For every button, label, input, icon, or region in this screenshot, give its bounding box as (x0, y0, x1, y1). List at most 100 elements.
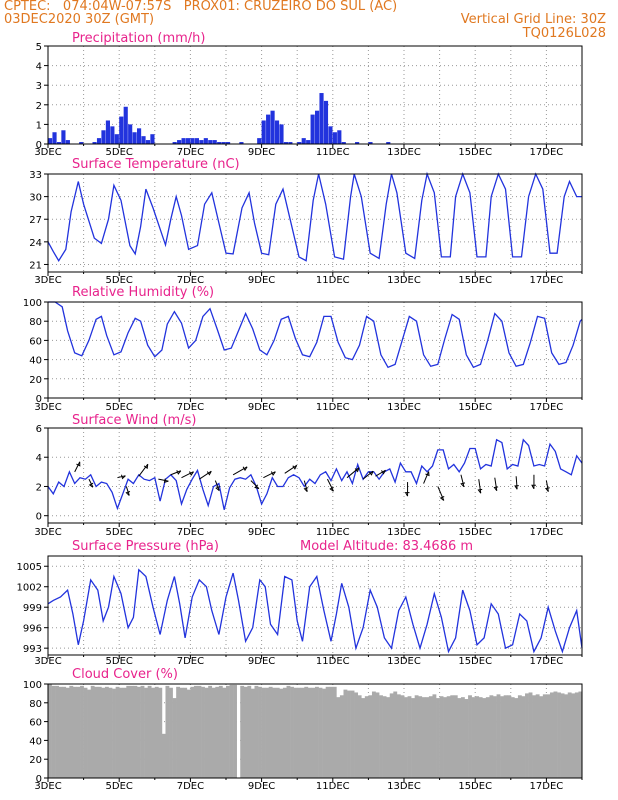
x-tick-label: 3DEC (34, 781, 61, 792)
panel-title-0: Precipitation (mm/h) (72, 31, 205, 46)
cloud-bar (315, 686, 319, 778)
wind-arrowhead (381, 469, 386, 475)
wind-arrow (170, 470, 182, 476)
header-grid-note: Vertical Grid Line: 30Z (460, 12, 606, 27)
precip-bar (310, 114, 315, 144)
cloud-bar (193, 685, 198, 778)
y-tick-label: 27 (29, 215, 42, 226)
x-tick-label: 15DEC (458, 147, 492, 158)
x-tick-label: 11DEC (316, 147, 350, 158)
cloud-bar (347, 690, 351, 778)
x-tick-label: 17DEC (530, 656, 564, 667)
cloud-bar (496, 694, 501, 778)
panel-frame (47, 173, 583, 273)
wind-arrowhead (215, 486, 220, 491)
y-tick-label: 993 (23, 644, 42, 655)
precip-bar (128, 124, 133, 144)
y-tick-label: 1 (36, 120, 42, 131)
wind-arrowhead (270, 471, 276, 476)
x-tick-label: 15DEC (458, 402, 492, 413)
precip-bar (315, 110, 320, 144)
cloud-bar (201, 686, 205, 778)
cloud-bar (322, 688, 326, 778)
cloud-bar (300, 687, 305, 778)
precip-bar (368, 142, 373, 144)
cloud-bar (514, 698, 519, 778)
cloud-bar (258, 686, 262, 778)
cloud-bar (567, 692, 572, 778)
y-tick-label: 3 (36, 81, 42, 92)
cloud-bar (304, 686, 309, 778)
precip-bar (137, 128, 142, 144)
wind-arrowhead (206, 470, 212, 476)
precip-bar (279, 124, 284, 144)
model-altitude-label: Model Altitude: 83.4686 m (300, 539, 473, 554)
wind-arrow (284, 464, 298, 474)
cloud-bar (464, 699, 469, 778)
precip-bar (221, 142, 226, 144)
x-tick-label: 11DEC (316, 656, 350, 667)
series-line (47, 438, 583, 511)
x-tick-label: 17DEC (530, 402, 564, 413)
wind-arrow (460, 474, 465, 487)
cloud-bar (272, 687, 277, 778)
cloud-bar (115, 686, 120, 778)
cloud-bar (560, 693, 565, 778)
wind-arrow (303, 480, 308, 492)
x-tick-label: 5DEC (106, 527, 133, 538)
precip-bar (123, 106, 128, 144)
panel-frame (47, 683, 583, 779)
y-tick-label: 4 (36, 62, 42, 73)
precip-bar (323, 100, 329, 144)
cloud-bar (393, 691, 398, 778)
cloud-bar (158, 687, 163, 778)
x-tick-label: 13DEC (387, 275, 421, 286)
y-tick-label: 60 (29, 336, 42, 347)
wind-arrow (214, 480, 220, 491)
wind-arrowhead (125, 491, 131, 496)
cloud-bar (190, 686, 195, 778)
cloud-bar (400, 695, 405, 778)
x-tick-label: 5DEC (106, 402, 133, 413)
y-tick-label: 996 (23, 624, 42, 635)
cloud-bar (482, 698, 487, 778)
cloud-bar (62, 686, 67, 778)
cloud-bar (169, 687, 173, 778)
cloud-bar (460, 697, 465, 778)
y-tick-label: 0 (36, 774, 42, 785)
cloud-bar (154, 686, 159, 778)
cloud-bar (144, 687, 148, 778)
cloud-bar (186, 689, 191, 778)
x-tick-label: 17DEC (530, 781, 564, 792)
cloud-bar (389, 693, 394, 778)
precip-bar (141, 136, 146, 144)
cloud-bar (354, 692, 359, 778)
precip-bar (145, 140, 151, 144)
cloud-bar (361, 698, 366, 778)
cloud-bar (396, 694, 401, 778)
cloud-bar (485, 697, 490, 778)
cloud-bar (279, 688, 284, 778)
cloud-bar (204, 687, 209, 778)
panel-title-1: Surface Temperature (nC) (72, 157, 240, 172)
cloud-bar (254, 685, 259, 778)
wind-arrowhead (439, 496, 445, 501)
x-tick-label: 15DEC (458, 527, 492, 538)
cloud-bar (564, 694, 569, 778)
cloud-bar (453, 695, 458, 778)
cloud-bar (571, 693, 576, 778)
wind-arrowhead (493, 486, 499, 492)
cloud-bar (546, 694, 551, 778)
cloud-bar (65, 687, 70, 778)
cloud-bar (183, 687, 188, 778)
precip-bar (226, 142, 231, 144)
panel-frame (47, 427, 583, 524)
x-tick-label: 17DEC (530, 147, 564, 158)
cloud-bar (411, 698, 415, 778)
precip-bar (190, 138, 195, 144)
x-tick-label: 15DEC (458, 656, 492, 667)
y-tick-label: 2 (36, 101, 42, 112)
precip-bar (185, 138, 191, 144)
wind-arrow (88, 478, 94, 488)
